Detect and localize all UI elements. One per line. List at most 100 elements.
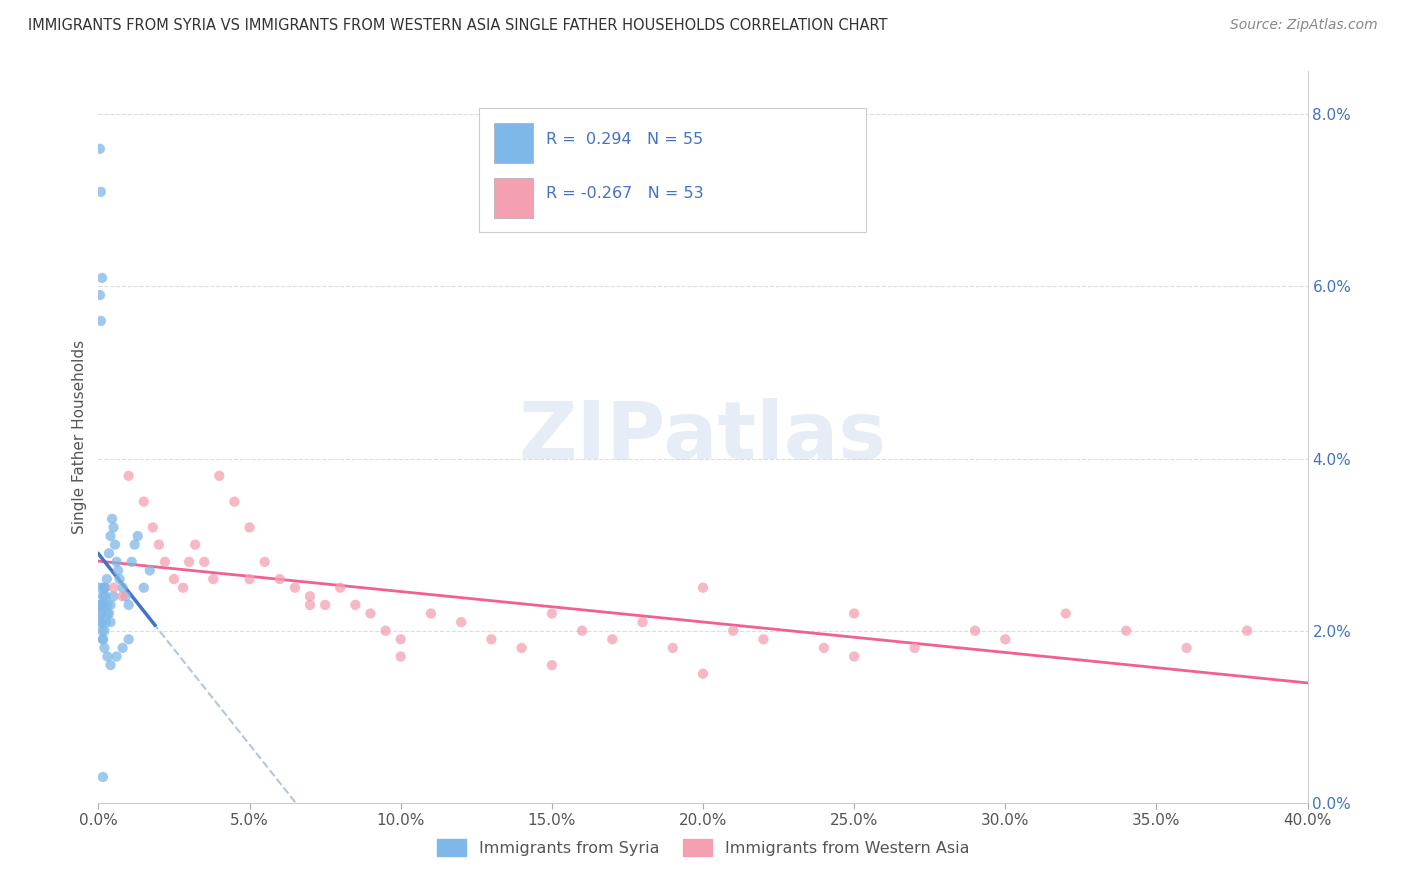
Point [208,468,231,483]
Text: Source: ZipAtlas.com: Source: ZipAtlas.com [1230,18,1378,32]
Point [93,581,115,595]
Point [329,581,352,595]
Point [142,520,165,534]
Bar [494,123,533,163]
Point [360,607,382,621]
Point [314,598,336,612]
Point [107,564,129,578]
Point [93,640,115,655]
Point [571,624,593,638]
FancyBboxPatch shape [479,108,866,232]
Point [105,649,128,664]
Point [299,589,322,603]
Point [98,607,121,621]
Point [91,589,114,603]
Point [299,598,322,612]
Point [253,555,276,569]
Point [98,546,121,560]
Point [118,468,141,483]
Point [94,589,117,603]
Point [93,581,115,595]
Point [127,529,149,543]
Point [752,632,775,647]
Point [661,640,683,655]
Legend: Immigrants from Syria, Immigrants from Western Asia: Immigrants from Syria, Immigrants from W… [432,835,974,861]
Point [1175,640,1198,655]
Point [193,555,215,569]
Point [103,581,125,595]
Point [184,538,207,552]
Point [1054,607,1077,621]
Point [111,581,134,595]
Point [103,520,125,534]
Point [94,581,117,595]
Point [103,589,125,603]
Point [96,598,118,612]
Point [100,658,122,673]
Point [111,640,134,655]
Point [100,615,122,629]
Point [692,666,714,681]
Point [91,632,114,647]
Point [105,555,128,569]
Point [91,632,114,647]
Point [450,615,472,629]
Point [89,581,111,595]
Point [104,538,127,552]
Point [540,607,562,621]
Point [114,589,136,603]
Point [163,572,186,586]
Point [91,271,114,285]
Point [420,607,443,621]
Point [100,529,122,543]
Point [111,589,134,603]
Point [284,581,307,595]
Point [101,512,124,526]
Point [510,640,533,655]
Point [90,607,112,621]
Point [631,615,654,629]
Point [153,555,176,569]
Point [96,572,118,586]
Point [90,607,112,621]
Bar [494,178,533,218]
Point [96,607,118,621]
Point [202,572,225,586]
Point [239,572,262,586]
Text: R = -0.267   N = 53: R = -0.267 N = 53 [546,186,703,202]
Point [96,649,118,664]
Point [148,538,170,552]
Point [90,185,112,199]
Point [965,624,987,638]
Point [93,589,115,603]
Point [481,632,503,647]
Point [904,640,927,655]
Text: IMMIGRANTS FROM SYRIA VS IMMIGRANTS FROM WESTERN ASIA SINGLE FATHER HOUSEHOLDS C: IMMIGRANTS FROM SYRIA VS IMMIGRANTS FROM… [28,18,887,33]
Point [89,598,111,612]
Point [172,581,194,595]
Point [91,624,114,638]
Point [813,640,835,655]
Point [692,581,714,595]
Point [269,572,291,586]
Y-axis label: Single Father Households: Single Father Households [72,340,87,534]
Point [132,494,155,508]
Point [389,649,412,664]
Point [224,494,246,508]
Point [844,649,866,664]
Point [90,615,112,629]
Point [389,632,412,647]
Point [374,624,396,638]
Point [121,555,143,569]
Point [89,288,111,302]
Point [179,555,201,569]
Point [91,598,114,612]
Point [132,581,155,595]
Text: R =  0.294   N = 55: R = 0.294 N = 55 [546,132,703,146]
Point [91,598,114,612]
Point [94,615,117,629]
Point [108,572,131,586]
Point [723,624,745,638]
Point [540,658,562,673]
Point [90,615,112,629]
